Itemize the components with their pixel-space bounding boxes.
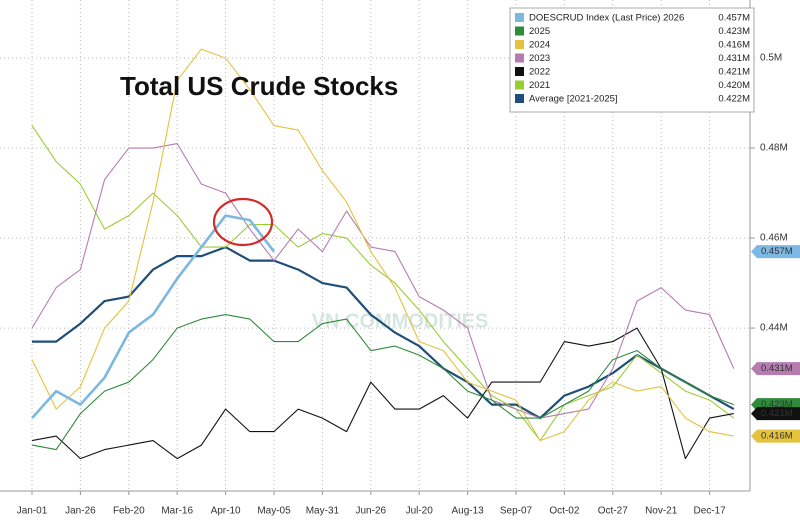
price-tag-label: 0.421M xyxy=(761,408,793,419)
chart-title: Total US Crude Stocks xyxy=(120,71,398,101)
legend-swatch xyxy=(515,53,524,63)
x-tick-label: Oct-02 xyxy=(549,506,579,517)
series-line xyxy=(31,48,734,442)
legend-value: 0.420M xyxy=(718,80,750,91)
highlight-circle xyxy=(212,197,274,247)
legend-swatch xyxy=(515,40,524,49)
x-tick-label: Mar-16 xyxy=(161,506,193,517)
y-tick-label: 0.44M xyxy=(760,323,788,334)
legend-label: 2023 xyxy=(529,53,550,64)
x-tick-label: May-31 xyxy=(306,506,340,517)
x-tick-label: Apr-10 xyxy=(211,506,241,517)
legend: DOESCRUD Index (Last Price) 2026 0.457M 20… xyxy=(509,7,755,113)
legend-swatch xyxy=(515,80,524,90)
x-tick-label: Nov-21 xyxy=(645,506,678,517)
legend-value: 0.421M xyxy=(718,67,750,78)
price-tag-label: 0.416M xyxy=(761,431,793,442)
legend-box xyxy=(509,7,755,113)
legend-swatch xyxy=(515,26,524,36)
legend-label: 2022 xyxy=(529,67,550,78)
legend-value: 0.423M xyxy=(718,26,750,37)
x-tick-label: Aug-13 xyxy=(451,506,484,517)
legend-value: 0.422M xyxy=(718,94,750,105)
legend-value: 0.416M xyxy=(718,40,750,51)
series-line xyxy=(32,246,735,420)
price-tag-label: 0.423M xyxy=(761,399,793,410)
series-line xyxy=(31,214,276,419)
legend-swatch xyxy=(515,67,524,76)
axes: 0.44M 0.46M 0.48M 0.5M Jan-01 Jan-26 Feb-20 Mar… xyxy=(17,53,788,517)
y-tick-label: 0.48M xyxy=(760,143,788,154)
price-tag xyxy=(751,429,800,443)
series-line xyxy=(31,314,734,451)
legend-label: DOESCRUD Index (Last Price) 2026 xyxy=(529,13,684,24)
series-line xyxy=(31,327,734,460)
x-tick-label: Jan-26 xyxy=(65,506,96,517)
y-tick-label: 0.46M xyxy=(760,233,788,244)
x-tick-label: Jul-20 xyxy=(406,506,434,517)
series-line xyxy=(31,125,735,442)
last-price-tags: 0.457M 0.423M 0.416M 0.431M 0.421M xyxy=(751,245,800,443)
price-tag xyxy=(751,407,800,421)
price-tag xyxy=(751,245,800,259)
legend-label: 2024 xyxy=(529,40,550,51)
lines xyxy=(31,48,735,460)
legend-label: Average [2021-2025] xyxy=(529,94,618,105)
legend-swatch xyxy=(515,13,524,22)
x-tick-label: Sep-07 xyxy=(500,506,533,517)
x-tick-label: Oct-27 xyxy=(598,506,628,517)
x-tick-label: Jan-01 xyxy=(17,506,48,517)
x-tick-label: Jun-26 xyxy=(356,506,387,517)
x-tick-label: May-05 xyxy=(257,506,291,517)
legend-value: 0.457M xyxy=(718,13,750,24)
legend-label: 2021 xyxy=(529,80,550,91)
price-tag-label: 0.457M xyxy=(761,246,793,257)
y-tick-label: 0.5M xyxy=(760,53,782,64)
series-line xyxy=(31,143,735,419)
legend-swatch xyxy=(515,94,524,103)
x-tick-label: Dec-17 xyxy=(693,506,726,517)
legend-label: 2025 xyxy=(529,26,550,37)
legend-value: 0.431M xyxy=(718,53,750,64)
watermark: VN COMMODITIES xyxy=(312,310,489,332)
price-tag-label: 0.431M xyxy=(761,363,793,374)
price-tag xyxy=(751,362,800,376)
x-tick-label: Feb-20 xyxy=(113,506,145,517)
